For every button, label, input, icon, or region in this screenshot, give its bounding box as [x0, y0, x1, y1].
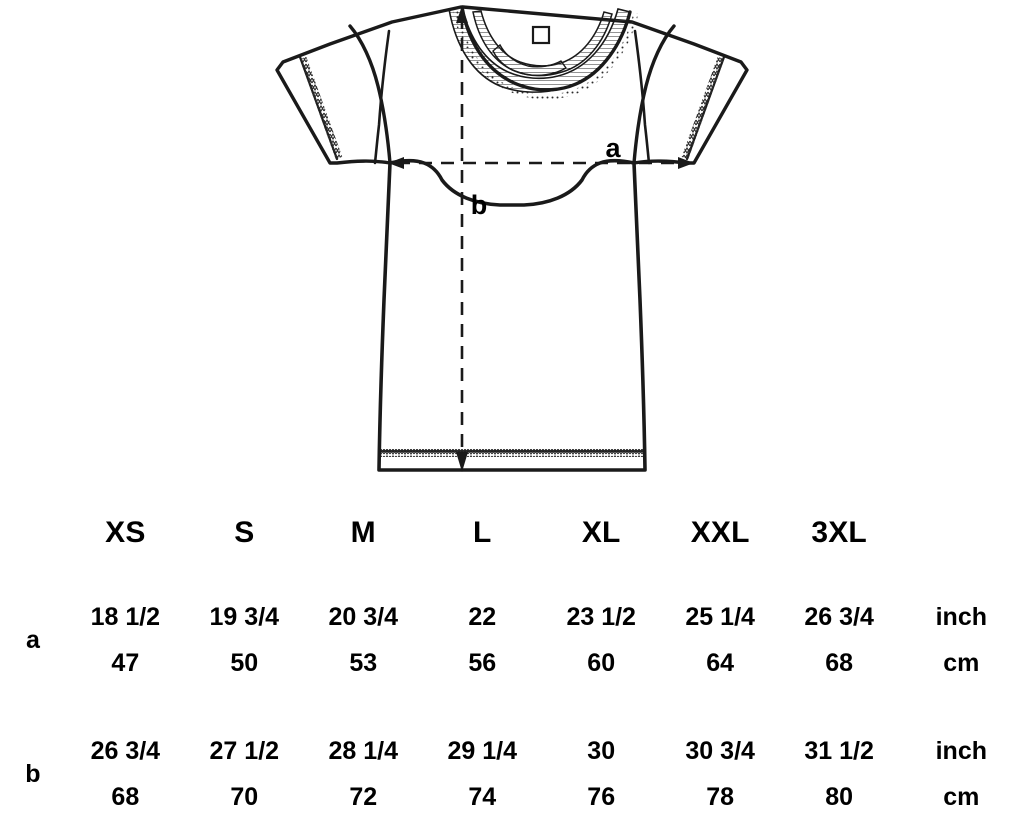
tshirt-illustration: a b	[275, 5, 749, 472]
collar-inner-band-2	[492, 43, 568, 77]
table-row: a 18 1/2 19 3/4 20 3/4 22 23 1/2 25 1/4 …	[0, 594, 1024, 654]
width-dimension-label: a	[605, 133, 621, 163]
right-sleeve-hem-stitch	[681, 56, 725, 160]
a-inch-s: 19 3/4	[209, 602, 280, 631]
b-cm-m: 72	[349, 782, 378, 811]
a-inch-m: 20 3/4	[328, 602, 399, 631]
header-corner	[0, 500, 66, 566]
table-header-row: XS S M L XL XXL 3XL	[0, 500, 1024, 566]
a-cm-l: 56	[468, 648, 497, 677]
tshirt-body	[377, 158, 647, 472]
neck-label-tag	[531, 25, 551, 45]
left-sleeve	[275, 5, 463, 165]
a-cm-xl: 60	[587, 648, 616, 677]
a-unit-cm: cm	[943, 648, 980, 677]
b-inch-l: 29 1/4	[447, 736, 517, 765]
a-inch-l: 22	[468, 602, 497, 631]
b-inch-xxl: 30 3/4	[685, 736, 755, 765]
tshirt-diagram: a b	[275, 5, 749, 472]
dimension-lines: a b	[388, 6, 694, 472]
a-unit-inch: inch	[935, 602, 988, 631]
a-cm-xs: 47	[111, 648, 140, 677]
right-shoulder-seam	[633, 29, 651, 165]
a-cm-3xl: 68	[825, 648, 854, 677]
width-arrow-left	[388, 157, 404, 169]
b-inch-m: 28 1/4	[328, 736, 399, 765]
collar-topstitch	[452, 8, 639, 100]
table-row: 47 50 53 56 60 64 68 cm	[0, 640, 1024, 686]
table-row: 68 70 72 74 76 78 80 cm	[0, 774, 1024, 820]
b-inch-xs: 26 3/4	[90, 736, 161, 765]
size-header-xxl: XXL	[690, 516, 750, 549]
spacer-after-header	[0, 566, 1024, 594]
b-cm-s: 70	[230, 782, 259, 811]
measurements-table-wrap: XS S M L XL XXL 3XL a 18 1/2 19 3/4	[0, 500, 1024, 811]
length-dimension-label: b	[471, 190, 488, 220]
a-cm-xxl: 64	[706, 648, 735, 677]
tshirt-body-group	[275, 5, 749, 472]
b-cm-xs: 68	[111, 782, 140, 811]
b-cm-xxl: 78	[706, 782, 735, 811]
b-inch-3xl: 31 1/2	[804, 736, 874, 765]
length-arrow-top	[456, 6, 468, 23]
b-inch-s: 27 1/2	[209, 736, 280, 765]
a-inch-xs: 18 1/2	[90, 602, 161, 631]
size-header-m: M	[350, 516, 376, 549]
size-header-xl: XL	[581, 516, 621, 549]
measurements-table: XS S M L XL XXL 3XL a 18 1/2 19 3/4	[0, 500, 1024, 820]
size-header-l: L	[472, 516, 492, 549]
width-arrow-right	[678, 157, 694, 169]
a-inch-3xl: 26 3/4	[804, 602, 874, 631]
a-cm-s: 50	[230, 648, 259, 677]
left-sleeve-hem-stitch	[299, 56, 343, 160]
b-cm-xl: 76	[587, 782, 616, 811]
b-unit-inch: inch	[935, 736, 988, 765]
a-inch-xxl: 25 1/4	[685, 602, 755, 631]
a-cm-m: 53	[349, 648, 378, 677]
collar-group	[448, 5, 639, 100]
collar-outline	[460, 5, 632, 92]
header-unit-corner	[899, 500, 1024, 566]
b-unit-cm: cm	[943, 782, 980, 811]
b-cm-3xl: 80	[825, 782, 854, 811]
b-inch-xl: 30	[587, 736, 616, 765]
size-header-xs: XS	[105, 516, 146, 549]
size-header-3xl: 3XL	[811, 516, 867, 549]
row-label-b: b	[25, 759, 41, 788]
left-shoulder-seam	[373, 29, 391, 165]
table-row: b 26 3/4 27 1/2 28 1/4 29 1/4 30 30 3/4 …	[0, 728, 1024, 788]
a-inch-xl: 23 1/2	[566, 602, 636, 631]
spacer-between-rows	[0, 686, 1024, 728]
b-cm-l: 74	[468, 782, 497, 811]
row-label-a: a	[25, 625, 40, 654]
length-arrow-bottom	[456, 452, 468, 472]
size-header-s: S	[234, 516, 255, 549]
